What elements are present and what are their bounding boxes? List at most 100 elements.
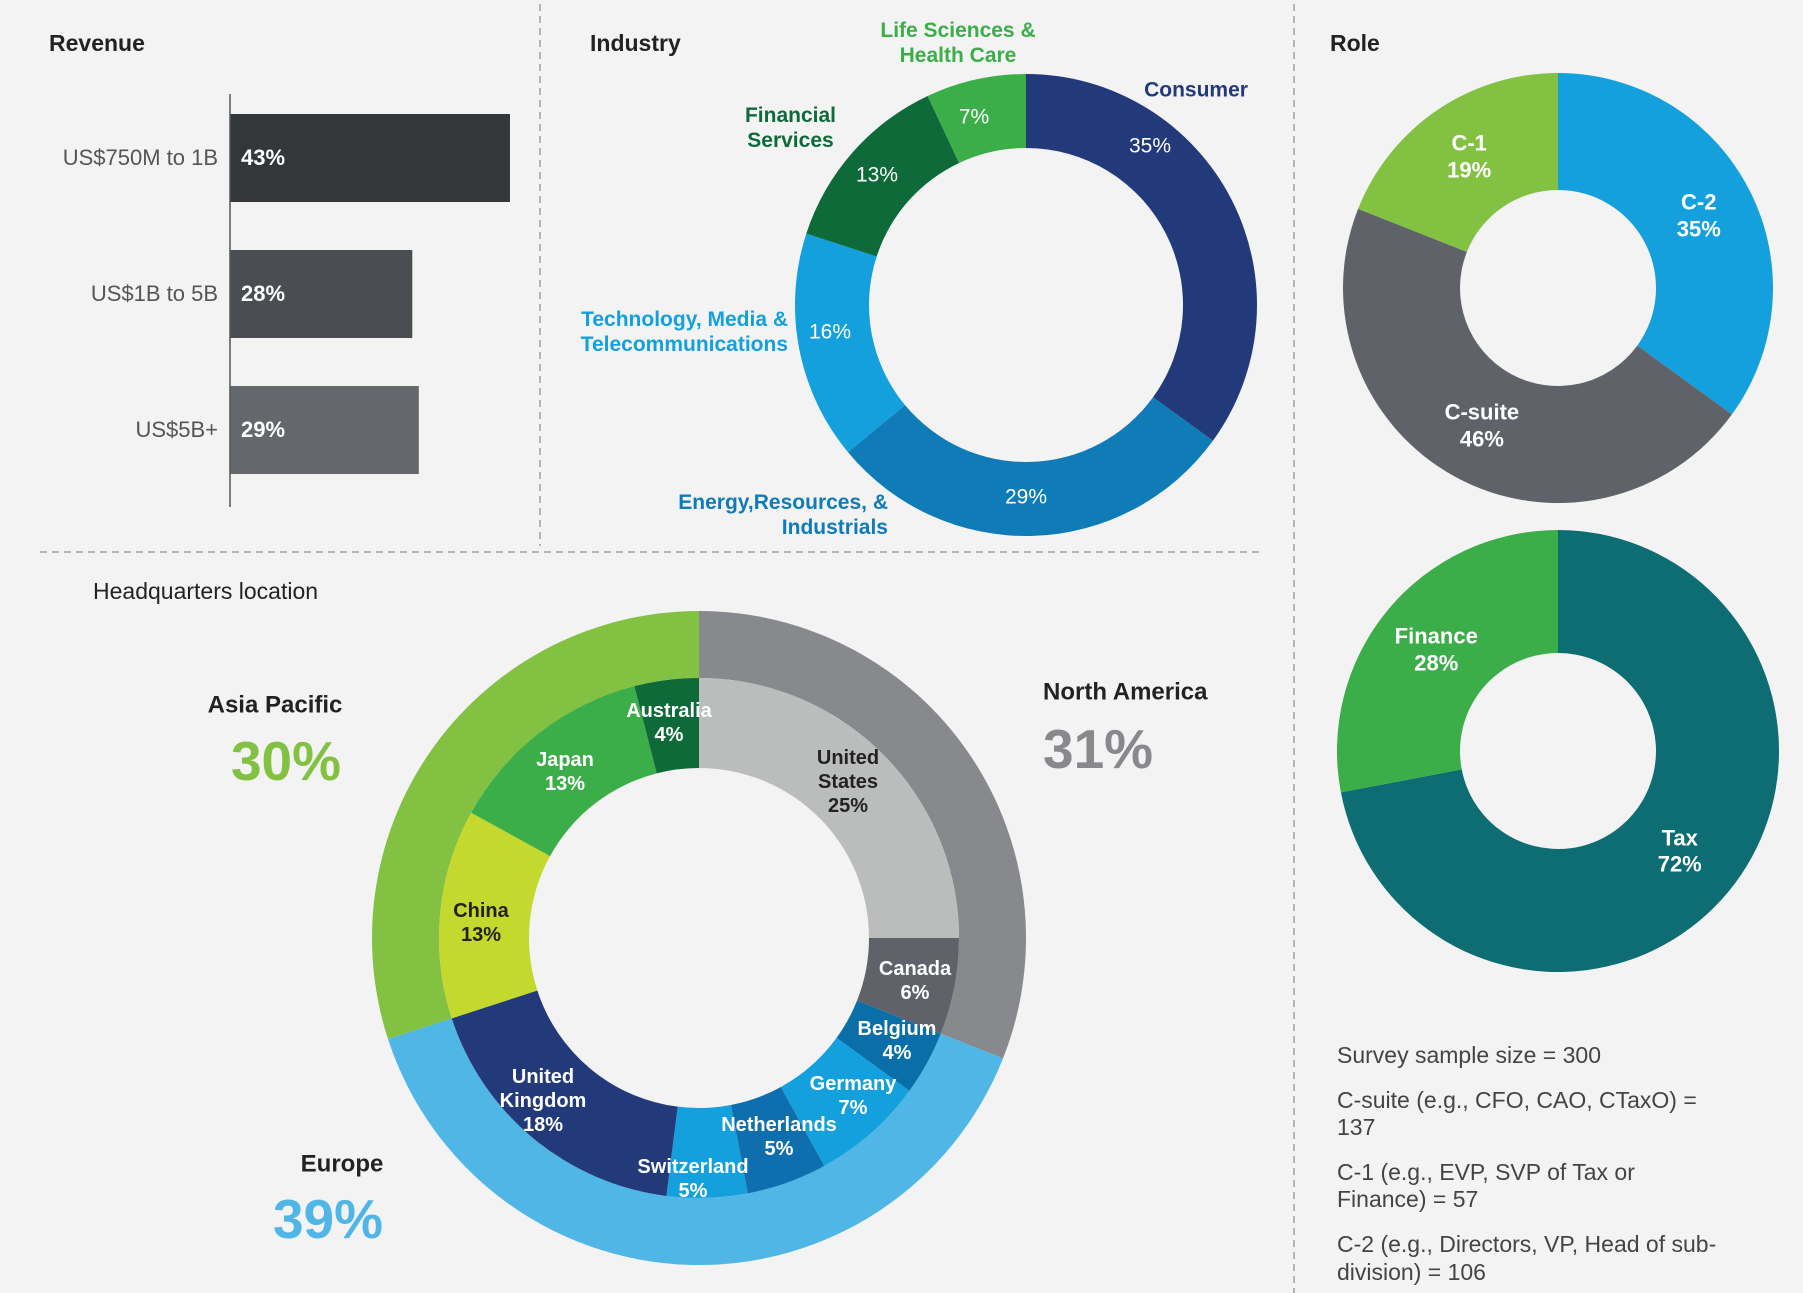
- bar: [230, 386, 419, 474]
- bar: [230, 114, 510, 202]
- segment-label: United States 25%: [817, 746, 879, 818]
- region-value: 30%: [230, 730, 342, 792]
- donut-segment: [1340, 530, 1779, 973]
- region-value: 31%: [1043, 718, 1154, 780]
- note: C-suite (e.g., CFO, CAO, CTaxO) = 137: [1337, 1086, 1697, 1141]
- category-label: Japan: [536, 749, 594, 771]
- donut-segment: [836, 1000, 941, 1091]
- donut-segment: [371, 611, 699, 1040]
- category-label: United States: [816, 747, 880, 793]
- category-label: China: [453, 900, 509, 922]
- category-label: Belgium: [857, 1018, 937, 1040]
- category-label: Switzerland: [637, 1156, 749, 1178]
- bar-value-label: 28%: [241, 280, 286, 306]
- category-label: C-1: [1451, 130, 1487, 156]
- chart-title: Role: [1330, 30, 1380, 57]
- value-label: 4%: [654, 724, 684, 746]
- donut-segment: [927, 74, 1026, 163]
- value-label: 13%: [855, 163, 899, 187]
- value-label: 6%: [900, 982, 930, 1004]
- category-label: Financial Services: [744, 103, 836, 152]
- category-label: Finance: [1394, 623, 1478, 649]
- chart-title: Industry: [590, 30, 681, 57]
- segment-label: C-suite 46%: [1445, 400, 1520, 453]
- value-label: 25%: [827, 795, 869, 817]
- segment-label: Switzerland 5%: [637, 1155, 748, 1203]
- note: Survey sample size = 300: [1337, 1042, 1601, 1068]
- category-label: Energy,Resources, & Industrials: [678, 490, 888, 539]
- region-label: Asia Pacific: [207, 691, 343, 719]
- segment-label: Finance 28%: [1395, 624, 1478, 677]
- category-label: Life Sciences & Health Care: [880, 18, 1036, 67]
- category-label: Technology, Media & Telecommunications: [580, 307, 788, 356]
- donut-segment: [848, 397, 1213, 536]
- donut-segment: [795, 233, 906, 453]
- donut-segment: [666, 1104, 748, 1198]
- y-tick-label: US$750M to 1B: [62, 144, 218, 170]
- y-tick-label: US$1B to 5B: [90, 280, 218, 306]
- segment-label: Japan 13%: [536, 748, 594, 796]
- category-label: Netherlands: [721, 1114, 837, 1136]
- segment-label: Australia 4%: [626, 699, 712, 747]
- segment-label: Canada 6%: [879, 957, 951, 1005]
- donut-segment: [730, 1086, 825, 1194]
- value-label: 4%: [882, 1042, 912, 1064]
- value-label: 13%: [544, 773, 586, 795]
- segment-label: Belgium 4%: [858, 1017, 937, 1065]
- value-label: 29%: [1004, 485, 1048, 509]
- category-label: C-2: [1681, 189, 1717, 215]
- value-label: 28%: [1414, 650, 1459, 676]
- value-label: 7%: [958, 105, 990, 129]
- segment-label: C-1 19%: [1447, 131, 1491, 184]
- category-label: Canada: [878, 958, 952, 980]
- category-label: Consumer: [1144, 78, 1248, 102]
- donut-segment: [699, 611, 1027, 1059]
- value-label: 5%: [764, 1138, 794, 1160]
- region-label: Europe: [300, 1150, 384, 1178]
- bar-value-label: 29%: [241, 416, 286, 442]
- value-label: 7%: [838, 1097, 868, 1119]
- category-label: Germany: [809, 1073, 897, 1095]
- note: C-2 (e.g., Directors, VP, Head of sub-di…: [1337, 1230, 1717, 1285]
- donut-segment: [806, 95, 960, 257]
- donut-segment: [1343, 208, 1732, 503]
- chart-title: Revenue: [49, 30, 145, 57]
- donut-segment: [1336, 530, 1558, 793]
- bar: [230, 250, 413, 338]
- donut-segment: [1558, 73, 1773, 415]
- chart-title: Headquarters location: [93, 578, 319, 605]
- category-label: Tax: [1661, 825, 1698, 851]
- segment-label: Tax 72%: [1658, 825, 1702, 878]
- category-label: United Kingdom: [499, 1066, 587, 1112]
- donut-segment: [1026, 74, 1257, 441]
- value-label: 72%: [1657, 851, 1702, 877]
- value-label: 35%: [1676, 216, 1721, 242]
- segment-label: United Kingdom 18%: [500, 1065, 587, 1137]
- segment-label: C-2 35%: [1677, 190, 1721, 243]
- donut-segment: [780, 1037, 910, 1166]
- value-label: 13%: [460, 924, 502, 946]
- segment-label: Germany 7%: [810, 1072, 897, 1120]
- donut-segment: [471, 686, 657, 857]
- donut-segment: [388, 1018, 1004, 1266]
- segment-label: Netherlands 5%: [721, 1113, 837, 1161]
- value-label: 18%: [522, 1114, 564, 1136]
- donut-segment: [439, 812, 551, 1019]
- segment-label: China 13%: [453, 899, 509, 947]
- donut-segment: [451, 990, 678, 1196]
- notes: Survey sample size = 300 C-suite (e.g., C…: [1337, 1042, 1717, 1293]
- value-label: 16%: [808, 320, 852, 344]
- donut-segment: [857, 938, 959, 1034]
- category-label: C-suite: [1444, 400, 1520, 426]
- value-label: 5%: [678, 1180, 708, 1202]
- donut-segment: [634, 678, 699, 774]
- donut-segment: [1358, 73, 1558, 252]
- value-label: 35%: [1128, 134, 1172, 158]
- region-label: North America: [1043, 678, 1208, 706]
- category-label: Australia: [626, 700, 712, 722]
- note: C-1 (e.g., EVP, SVP of Tax or Finance) =…: [1337, 1158, 1635, 1213]
- bar-value-label: 43%: [241, 144, 286, 170]
- region-value: 39%: [272, 1188, 384, 1250]
